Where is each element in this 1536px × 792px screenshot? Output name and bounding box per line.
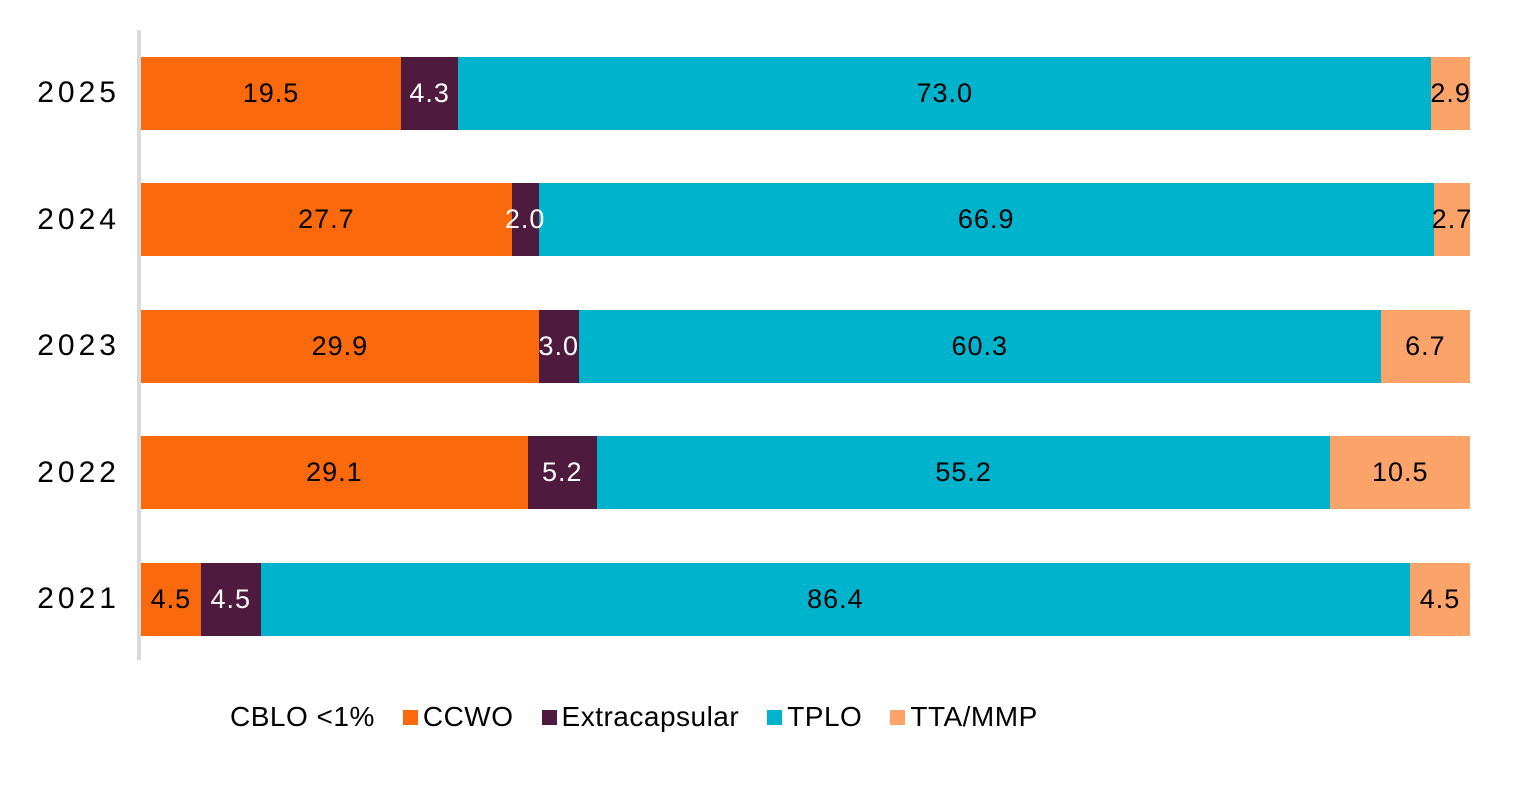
bar-segment-extracapsular: 3.0	[538, 309, 579, 383]
bar-segment-extracapsular: 4.5	[200, 562, 261, 636]
data-label: 29.9	[311, 330, 369, 361]
chart-row-2021: 2021 4.5 4.5 86.4 4.5	[0, 536, 1536, 663]
chart-row-2024: 2024 27.7 2.0 66.9 2.7	[0, 157, 1536, 284]
legend-label: CBLO <1%	[230, 701, 375, 732]
data-label: 2.0	[504, 204, 546, 235]
y-axis-line	[137, 30, 141, 660]
bar-segment-tplo: 55.2	[596, 436, 1331, 510]
bar-segment-ccwo: 29.1	[141, 436, 528, 510]
legend-swatch-icon	[541, 709, 557, 725]
bar-rows: 2025 19.5 4.3 73.0 2.9 2024 27.7 2.0 66.9 2.7 2023…	[0, 30, 1536, 663]
bar-segment-tta-mmp: 10.5	[1330, 436, 1470, 510]
legend-label: Extracapsular	[561, 701, 740, 732]
legend-label: CCWO	[422, 701, 514, 732]
bar-segment-extracapsular: 5.2	[527, 436, 597, 510]
bar-segment-ccwo: 29.9	[141, 309, 539, 383]
data-label: 10.5	[1371, 457, 1429, 488]
chart-row-2022: 2022 29.1 5.2 55.2 10.5	[0, 410, 1536, 537]
legend-label: TPLO	[787, 701, 863, 732]
bar-segment-extracapsular: 4.3	[400, 56, 459, 130]
legend-item-cblo-1-: CBLO <1%	[230, 701, 375, 733]
legend-swatch-icon	[890, 709, 906, 725]
category-label: 2022	[37, 455, 120, 489]
bar-segment-tta-mmp: 4.5	[1410, 562, 1470, 636]
bar-segment-tplo: 60.3	[578, 309, 1381, 383]
category-label: 2025	[37, 76, 120, 110]
chart-row-2023: 2023 29.9 3.0 60.3 6.7	[0, 283, 1536, 410]
legend-item-extracapsular: Extracapsular	[541, 701, 740, 733]
data-label: 4.5	[150, 583, 192, 614]
legend-label: TTA/MMP	[910, 701, 1038, 732]
bar-segment-tplo: 73.0	[458, 56, 1432, 130]
legend-item-tplo: TPLO	[767, 701, 862, 733]
data-label: 19.5	[242, 77, 300, 108]
bar-segment-tplo: 66.9	[538, 183, 1434, 257]
data-label: 55.2	[935, 457, 992, 488]
legend-swatch-icon	[767, 709, 783, 725]
data-label: 4.5	[1419, 583, 1461, 614]
stacked-bar: 4.5 4.5 86.4 4.5	[141, 562, 1470, 636]
bar-segment-tta-mmp: 6.7	[1380, 309, 1470, 383]
legend: CBLO <1% CCWO Extracapsular TPLO TTA/MMP	[230, 701, 1038, 733]
bar-segment-ccwo: 4.5	[141, 562, 201, 636]
bar-segment-tta-mmp: 2.7	[1431, 183, 1473, 257]
data-label: 86.4	[807, 583, 864, 614]
bar-segment-ccwo: 27.7	[141, 183, 512, 257]
legend-item-tta-mmp: TTA/MMP	[890, 701, 1037, 733]
data-label: 2.9	[1430, 77, 1471, 108]
data-label: 2.7	[1431, 204, 1473, 235]
bar-segment-extracapsular: 2.0	[505, 183, 544, 257]
data-label: 60.3	[951, 330, 1009, 361]
bar-segment-ccwo: 19.5	[141, 56, 401, 130]
data-label: 4.3	[409, 77, 450, 108]
category-label: 2023	[37, 329, 120, 363]
data-label: 4.5	[210, 583, 252, 614]
category-label: 2024	[37, 202, 120, 236]
data-label: 73.0	[916, 77, 974, 108]
legend-item-ccwo: CCWO	[402, 701, 514, 733]
data-label: 27.7	[298, 204, 355, 235]
data-label: 66.9	[957, 204, 1015, 235]
category-label: 2021	[37, 582, 120, 616]
bar-segment-tplo: 86.4	[260, 562, 1411, 636]
legend-swatch-icon	[402, 709, 418, 725]
bar-segment-tta-mmp: 2.9	[1430, 56, 1471, 130]
data-label: 3.0	[538, 330, 579, 361]
data-label: 6.7	[1405, 330, 1446, 361]
stacked-bar: 19.5 4.3 73.0 2.9	[141, 56, 1471, 130]
data-label: 5.2	[542, 457, 583, 488]
stacked-bar: 27.7 2.0 66.9 2.7	[141, 183, 1473, 257]
chart-row-2025: 2025 19.5 4.3 73.0 2.9	[0, 30, 1536, 157]
stacked-bar: 29.9 3.0 60.3 6.7	[141, 309, 1470, 383]
stacked-bar: 29.1 5.2 55.2 10.5	[141, 436, 1470, 510]
data-label: 29.1	[306, 457, 363, 488]
